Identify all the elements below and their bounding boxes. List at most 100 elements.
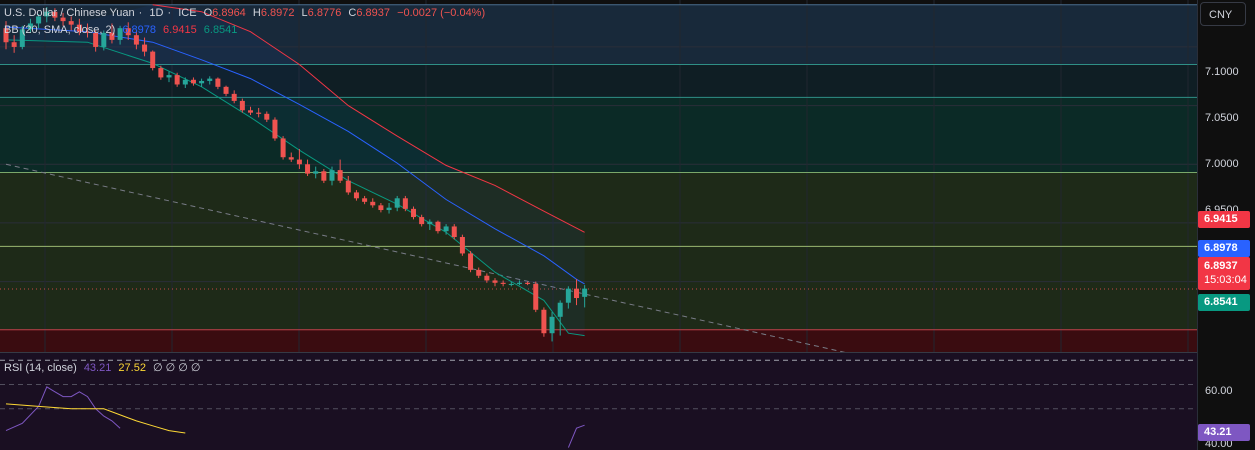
candle-body: [288, 157, 294, 160]
candle-body: [492, 280, 498, 283]
candle-body: [516, 282, 522, 284]
candle-body: [484, 275, 490, 281]
rsi-tick-60: 60.00: [1205, 385, 1233, 397]
bb-upper-line: [152, 4, 585, 233]
candle-body: [190, 79, 196, 84]
rsi-legend-ma: 27.52: [118, 362, 146, 374]
bb-upper-badge: 6.9415: [1198, 211, 1250, 228]
candle-body: [345, 180, 351, 193]
rsi-badge: 43.21: [1198, 424, 1250, 441]
candle-body: [76, 24, 82, 32]
ohlc-change: −0.0027 (−0.04%): [397, 7, 486, 19]
candle-body: [36, 16, 42, 24]
candle-body: [362, 198, 368, 202]
candle-body: [427, 221, 433, 225]
candle-body: [329, 170, 335, 181]
bb-legend[interactable]: BB (20, SMA, close, 2) 6.8978 6.9415 6.8…: [4, 23, 241, 37]
candle-body: [370, 201, 376, 206]
bb-basis-line: [5, 26, 585, 285]
candle-body: [142, 44, 148, 52]
candle-body: [508, 283, 514, 285]
bb-fill: [6, 4, 585, 336]
candle-body: [256, 112, 262, 114]
price-pane[interactable]: U.S. Dollar / Chinese Yuan · 1D · ICE O6.8…: [0, 0, 1197, 355]
currency-button[interactable]: CNY: [1200, 2, 1246, 26]
candle-body: [109, 32, 115, 40]
candle-body: [117, 28, 123, 40]
candle-body: [574, 288, 579, 299]
ohlc-open: O6.8964: [203, 7, 246, 19]
candle-body: [353, 192, 359, 199]
rsi-legend-name[interactable]: RSI (14, close): [4, 362, 77, 374]
candle-body: [199, 80, 205, 84]
candle-body: [402, 198, 408, 209]
candle-body: [174, 75, 180, 85]
candle-body: [476, 269, 482, 276]
rsi-background: [0, 353, 1197, 450]
candle-body: [296, 159, 302, 165]
last-price-badge: 6.8937 15:03:04: [1198, 257, 1250, 290]
zone-5: [0, 329, 1197, 352]
candle-body: [44, 11, 50, 17]
last-price-value: 6.8937: [1204, 260, 1238, 272]
bb-legend-name[interactable]: BB (20, SMA, close, 2): [4, 24, 116, 36]
candle-body: [85, 31, 90, 33]
candle-body: [101, 32, 107, 47]
tick-7-1000: 7.1000: [1205, 66, 1239, 78]
rsi-tick-40: 40.00: [1205, 438, 1233, 450]
candle-body: [60, 17, 66, 22]
candle-body: [27, 23, 33, 30]
candle-body: [93, 32, 99, 47]
rsi-legend-value: 43.21: [83, 362, 112, 374]
price-chart[interactable]: [0, 0, 1197, 355]
zone-0: [0, 0, 1197, 5]
bb-legend-lower: 6.8541: [203, 24, 238, 36]
candle-body: [411, 208, 416, 218]
rsi-pane[interactable]: RSI (14, close) 43.21 27.52 ∅ ∅ ∅ ∅: [0, 353, 1197, 450]
candle-body: [150, 51, 156, 69]
price-axis[interactable]: CNY 7.1000 7.0500 7.0000 6.9500 6.9415 6…: [1197, 0, 1255, 450]
candle-body: [451, 226, 457, 238]
bb-lower-badge: 6.8541: [1198, 294, 1250, 311]
candle-body: [337, 170, 343, 181]
symbol-legend: U.S. Dollar / Chinese Yuan · 1D · ICE O6.8…: [4, 7, 486, 19]
candle-body: [305, 164, 311, 174]
bb-basis-badge: 6.8978: [1198, 240, 1250, 257]
symbol-exchange: ICE: [178, 7, 197, 19]
rsi-line-recent: [567, 424, 585, 448]
candle-body: [182, 79, 188, 85]
candle-body: [52, 11, 58, 18]
symbol-name[interactable]: U.S. Dollar / Chinese Yuan: [4, 7, 135, 19]
zone-3: [0, 97, 1197, 173]
candle-body: [378, 205, 384, 211]
tick-7-0000: 7.0000: [1205, 158, 1239, 170]
candle-body: [3, 28, 9, 43]
candle-body: [133, 35, 139, 45]
candle-body: [313, 171, 319, 174]
candle-body: [386, 207, 392, 211]
rsi-legend-extra: ∅ ∅ ∅ ∅: [153, 362, 201, 374]
candle-body: [280, 138, 286, 158]
trendline: [5, 163, 854, 355]
candle-body: [435, 221, 441, 232]
candle-body: [459, 237, 465, 254]
candle-body: [443, 226, 449, 232]
rsi-chart[interactable]: [0, 353, 1197, 450]
zone-4: [0, 172, 1197, 330]
rsi-ma-line: [5, 403, 186, 434]
candle-body: [239, 100, 245, 111]
candle-body: [264, 113, 270, 120]
candle-body: [557, 302, 563, 317]
candle-body: [565, 288, 571, 303]
candle-body: [468, 253, 474, 270]
tick-7-0500: 7.0500: [1205, 112, 1239, 124]
ohlc-low: L6.8776: [301, 7, 342, 19]
pane-separator[interactable]: [0, 352, 1255, 353]
bb-legend-basis: 6.8978: [122, 24, 156, 36]
candle-body: [525, 282, 531, 284]
candle-body: [272, 119, 278, 139]
candle-body: [166, 75, 172, 78]
rsi-legend[interactable]: RSI (14, close) 43.21 27.52 ∅ ∅ ∅ ∅: [4, 361, 205, 375]
candle-body: [549, 316, 555, 334]
